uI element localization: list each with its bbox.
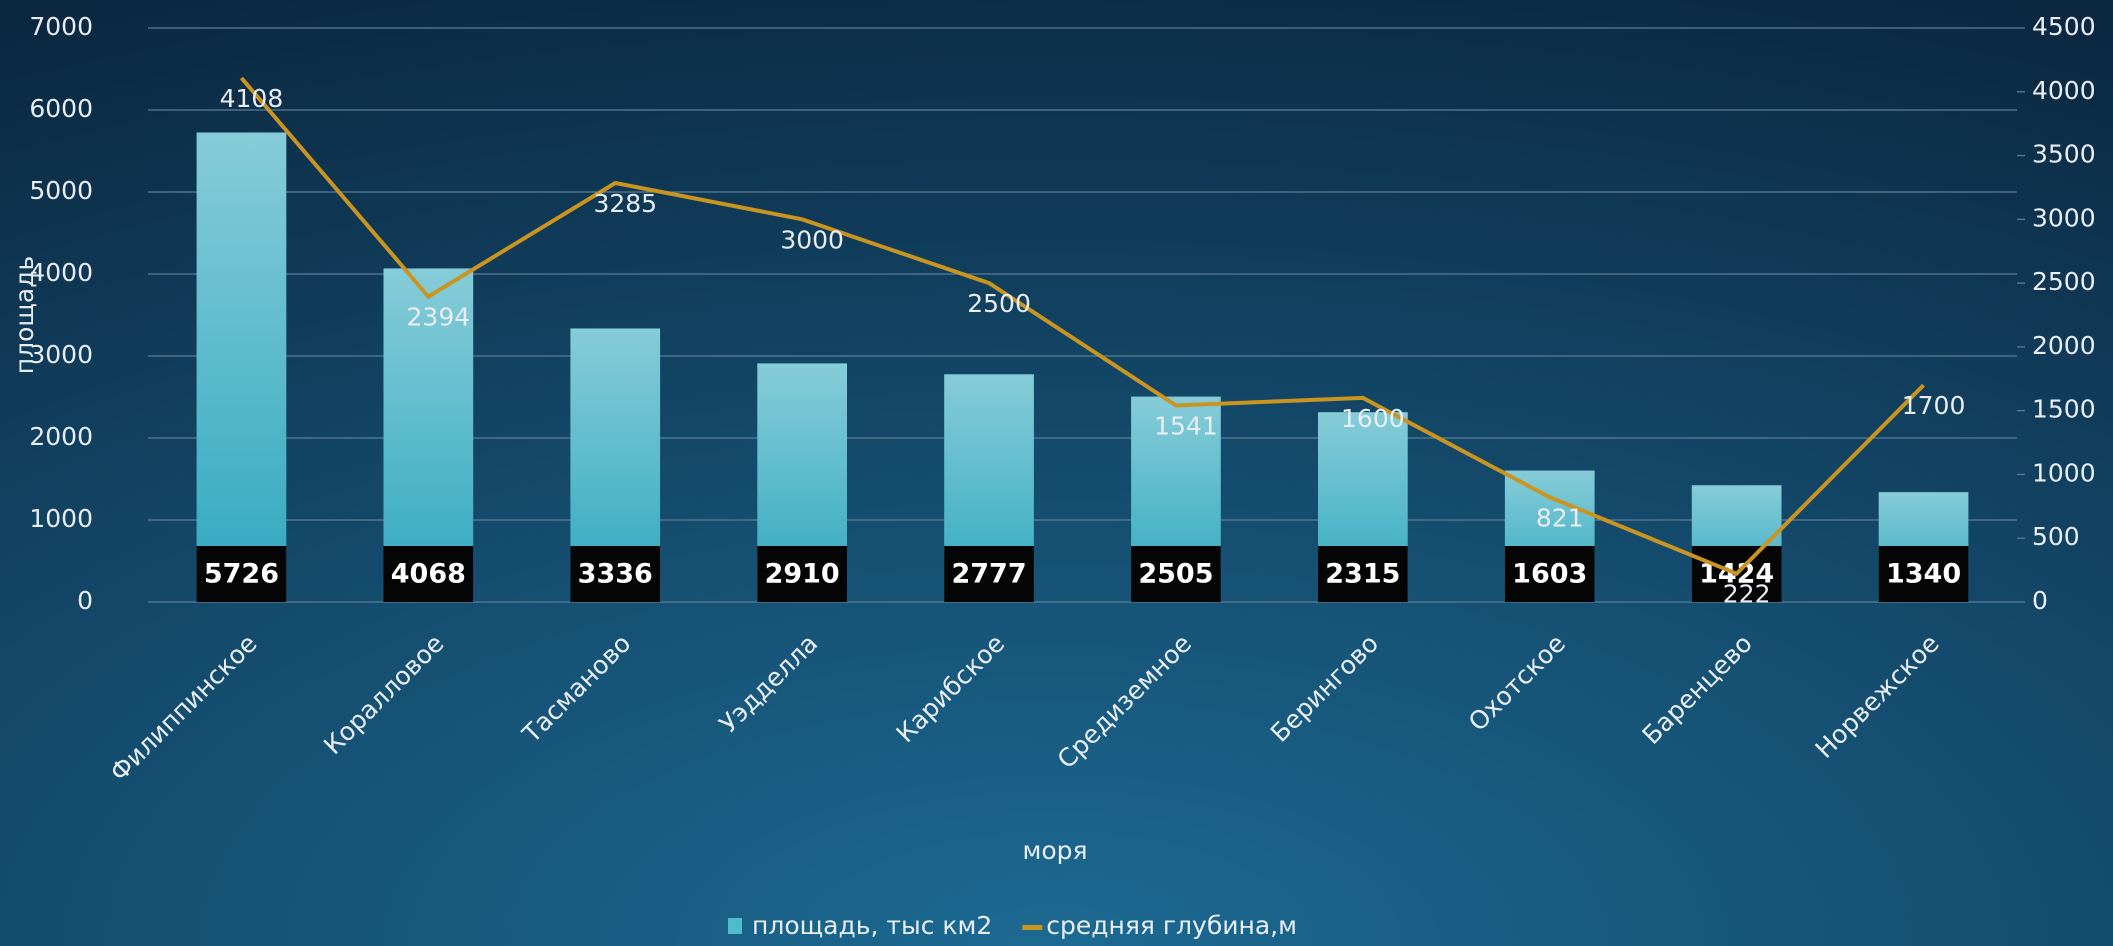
y-tick-label: 4000 — [29, 258, 93, 287]
bar-data-label: 5726 — [204, 559, 279, 590]
line-data-label: 2500 — [967, 289, 1031, 318]
bar-data-label: 4068 — [391, 559, 466, 590]
line-data-label: 2394 — [407, 303, 471, 332]
line-data-label: 821 — [1536, 503, 1584, 532]
y2-tick-label: 1500 — [2032, 395, 2096, 424]
line-data-label: 1600 — [1341, 404, 1405, 433]
y2-tick-label: 500 — [2032, 522, 2080, 551]
legend-label: площадь, тыс км2 — [752, 911, 992, 940]
y2-tick-label: 3000 — [2032, 203, 2096, 232]
y2-tick-label: 2500 — [2032, 267, 2096, 296]
bar — [196, 132, 287, 602]
y2-tick-label: 3500 — [2032, 140, 2096, 169]
y2-tick-label: 4000 — [2032, 76, 2096, 105]
bar-label-box — [383, 546, 474, 602]
y-tick-label: 3000 — [29, 340, 93, 369]
bar-data-label: 2910 — [765, 559, 840, 590]
bar-label-box — [944, 546, 1034, 602]
y-tick-label: 0 — [77, 586, 93, 615]
x-axis-label: моря — [1022, 836, 1087, 865]
y-axis-label: площадь — [10, 256, 39, 375]
bar-label-box — [757, 546, 848, 602]
y2-tick-label: 0 — [2032, 586, 2048, 615]
bar-label-box — [1317, 546, 1408, 602]
legend-label: средняя глубина,м — [1046, 911, 1297, 940]
legend-swatch — [728, 918, 742, 934]
legend: площадь, тыс км2 средняя глубина,м — [728, 911, 1297, 940]
line-data-label: 1541 — [1154, 411, 1218, 440]
y-tick-label: 2000 — [29, 422, 93, 451]
line-data-label: 3000 — [780, 225, 844, 254]
line-data-label: 4108 — [220, 84, 284, 113]
y-tick-label: 7000 — [29, 12, 93, 41]
line-data-label: 1700 — [1902, 391, 1966, 420]
legend-swatch — [1022, 925, 1043, 930]
bar-data-label: 2777 — [951, 559, 1026, 590]
y2-tick-label: 4500 — [2032, 12, 2096, 41]
bar-label-box — [196, 546, 287, 602]
bar-data-label: 2505 — [1138, 559, 1213, 590]
y2-tick-label: 2000 — [2032, 331, 2096, 360]
line-data-label: 3285 — [593, 189, 657, 218]
bar-label-box — [1504, 546, 1595, 602]
y-tick-label: 5000 — [29, 176, 93, 205]
bar-data-label: 1603 — [1512, 559, 1587, 590]
y-tick-label: 6000 — [29, 94, 93, 123]
bar-label-box — [1878, 546, 1969, 602]
y-tick-label: 1000 — [29, 504, 93, 533]
bar-data-label: 1340 — [1886, 559, 1961, 590]
bar-data-label: 2315 — [1325, 559, 1400, 590]
line-data-label: 222 — [1723, 580, 1771, 609]
bar-label-box — [1131, 546, 1221, 602]
bar-data-label: 3336 — [578, 559, 653, 590]
bar-label-box — [570, 546, 661, 602]
y2-tick-label: 1000 — [2032, 458, 2096, 487]
line-series — [239, 76, 1925, 577]
